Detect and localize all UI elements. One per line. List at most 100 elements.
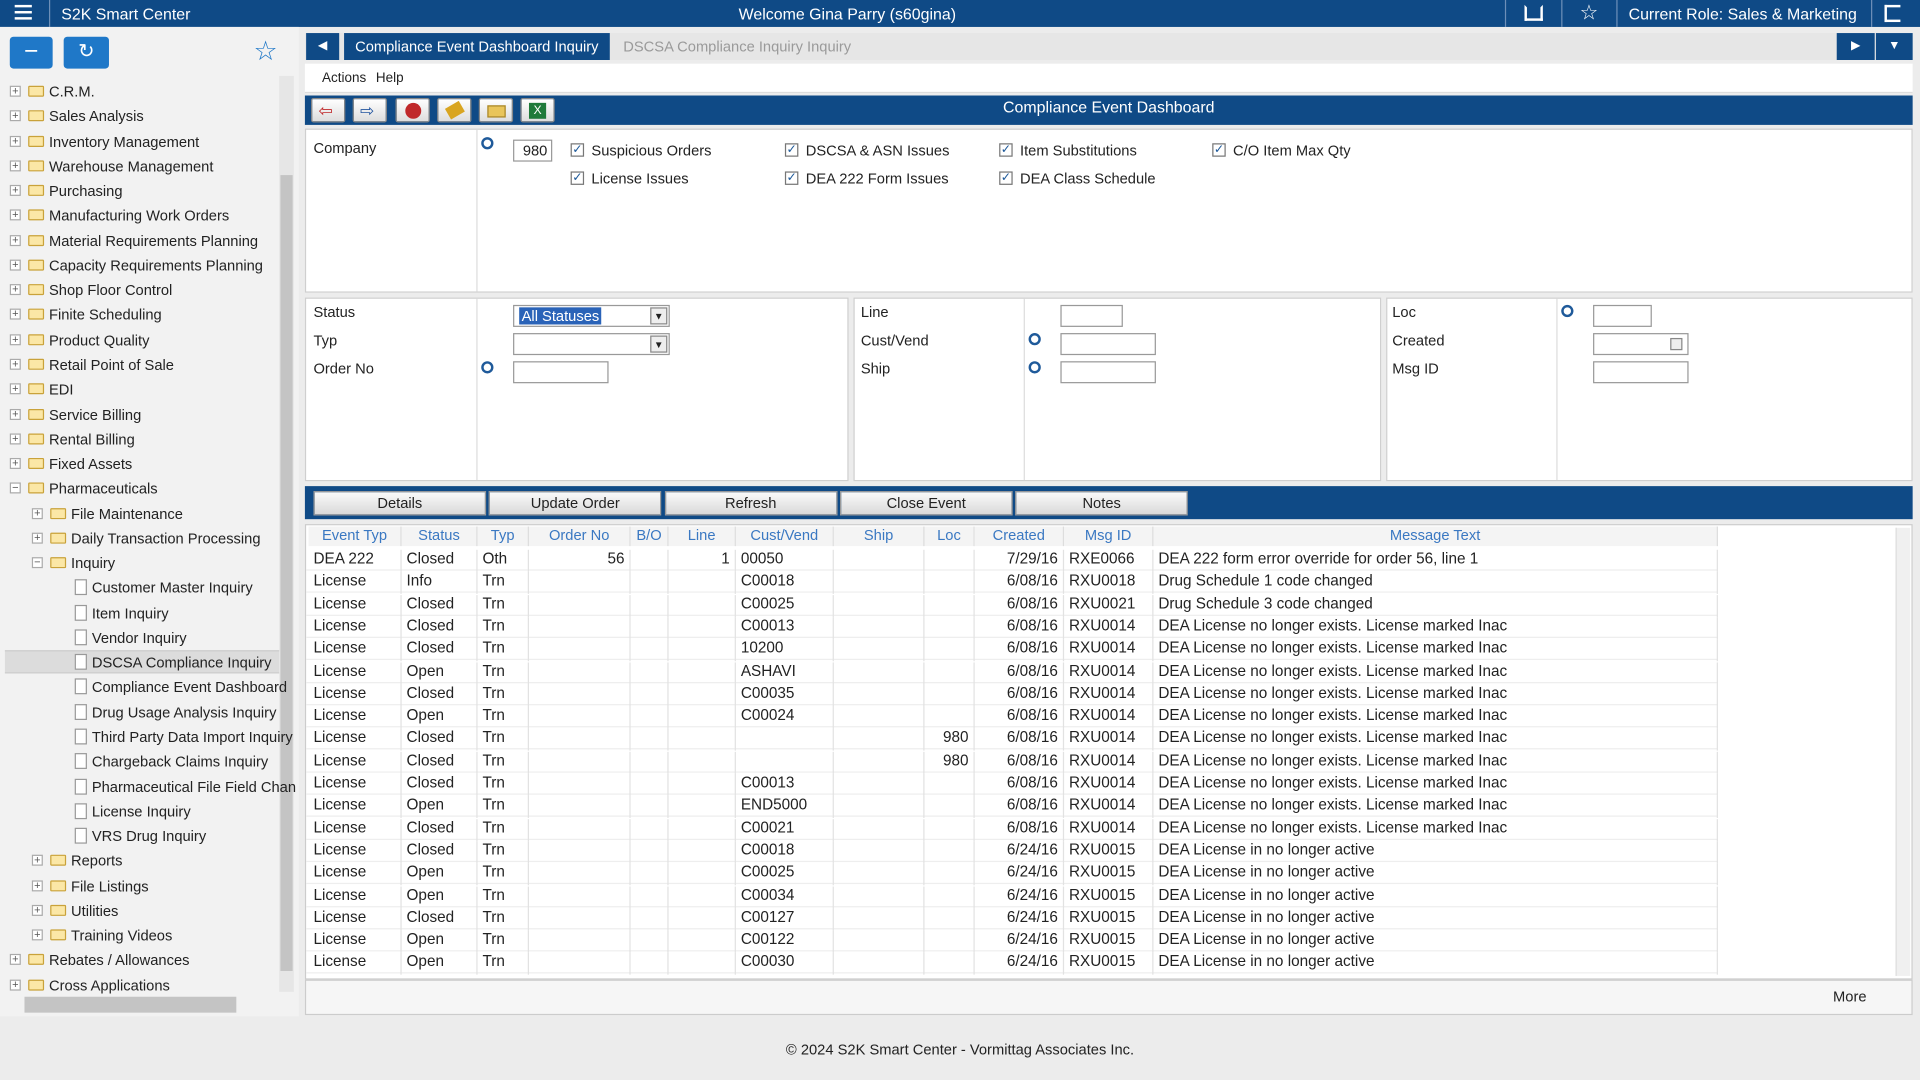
filter-input[interactable]: ▼: [513, 333, 670, 356]
tree-item[interactable]: Shop Floor Control: [48, 281, 173, 299]
tree-item[interactable]: Service Billing: [48, 405, 142, 424]
tree-item[interactable]: VRS Drug Inquiry: [91, 827, 207, 846]
tab-left[interactable]: ◀: [306, 33, 340, 60]
search-icon[interactable]: [1028, 361, 1041, 374]
refresh-button[interactable]: ↻: [63, 36, 109, 69]
checkbox-label[interactable]: DEA Class Schedule: [1020, 170, 1156, 188]
tree-item[interactable]: Customer Master Inquiry: [91, 579, 253, 597]
tree-item[interactable]: Daily Transaction Processing: [71, 530, 261, 548]
menu-item[interactable]: Help: [375, 71, 404, 86]
checkbox-label[interactable]: C/O Item Max Qty: [1233, 142, 1351, 160]
favorites-button[interactable]: ☆: [253, 35, 278, 67]
back-tool[interactable]: ⇦: [311, 97, 346, 123]
cancel-tool[interactable]: [395, 97, 430, 123]
menu-item[interactable]: Actions: [322, 71, 367, 86]
expander[interactable]: +: [9, 457, 21, 470]
expander[interactable]: +: [9, 135, 21, 147]
filter-input[interactable]: All Statuses ▼: [513, 304, 670, 327]
expander[interactable]: +: [9, 259, 21, 271]
tree-item[interactable]: File Maintenance: [71, 505, 183, 523]
search-icon[interactable]: [1028, 333, 1041, 346]
column-header[interactable]: Line: [668, 526, 736, 547]
expander[interactable]: +: [9, 954, 21, 966]
tree-item[interactable]: Cross Applications: [48, 976, 170, 994]
expander[interactable]: +: [9, 333, 21, 345]
column-header[interactable]: Created: [974, 526, 1065, 547]
expander[interactable]: +: [9, 284, 21, 296]
tree-item[interactable]: C.R.M.: [48, 83, 95, 101]
dropdown-arrow[interactable]: ▼: [650, 335, 668, 353]
tree-item[interactable]: Product Quality: [48, 331, 150, 349]
folder-tool[interactable]: [478, 97, 514, 123]
expander[interactable]: +: [9, 110, 21, 122]
tree-item[interactable]: Reports: [71, 852, 123, 870]
search-icon[interactable]: [481, 137, 494, 150]
tree-item[interactable]: Third Party Data Import Inquiry: [91, 728, 293, 746]
filter-input[interactable]: [1593, 361, 1689, 384]
tab-right[interactable]: ▶: [1836, 33, 1875, 60]
checkbox[interactable]: ✓: [999, 143, 1013, 157]
tree-item[interactable]: Rental Billing: [48, 430, 135, 448]
checkbox-label[interactable]: Item Substitutions: [1020, 142, 1137, 160]
checkbox-label[interactable]: License Issues: [591, 170, 689, 188]
tree-item[interactable]: EDI: [48, 381, 74, 399]
company-input[interactable]: 980: [513, 139, 553, 162]
expander[interactable]: +: [9, 383, 21, 395]
filter-input[interactable]: [1060, 304, 1123, 327]
tree-item[interactable]: Retail Point of Sale: [48, 356, 174, 374]
filter-input[interactable]: [1060, 361, 1156, 384]
expander[interactable]: +: [9, 184, 21, 197]
tree-item[interactable]: Chargeback Claims Inquiry: [91, 753, 269, 771]
tree-item[interactable]: Vendor Inquiry: [91, 629, 187, 647]
expander[interactable]: −: [31, 557, 43, 569]
calendar-icon[interactable]: [1670, 337, 1683, 351]
tree-item[interactable]: File Listings: [71, 877, 149, 895]
tab-menu[interactable]: ▼: [1875, 33, 1913, 60]
checkbox[interactable]: ✓: [1212, 143, 1226, 157]
tree-item[interactable]: Finite Scheduling: [48, 306, 162, 324]
menu-icon[interactable]: [14, 4, 32, 8]
action-button[interactable]: Notes: [1015, 491, 1188, 516]
tab[interactable]: DSCSA Compliance Inquiry Inquiry: [623, 37, 852, 56]
action-button[interactable]: Update Order: [488, 491, 662, 516]
checkbox-label[interactable]: DSCSA & ASN Issues: [805, 142, 950, 160]
expander[interactable]: +: [9, 308, 21, 321]
expander[interactable]: +: [9, 358, 21, 370]
filter-input[interactable]: [513, 361, 609, 384]
filter-input[interactable]: [1593, 333, 1689, 356]
filter-input[interactable]: [1060, 333, 1156, 356]
forward-tool[interactable]: ⇨: [352, 97, 387, 123]
checkbox[interactable]: ✓: [784, 171, 799, 185]
column-header[interactable]: Cust/Vend: [735, 526, 834, 547]
excel-tool[interactable]: X: [520, 97, 555, 123]
tree-item[interactable]: Utilities: [71, 902, 119, 920]
checkbox[interactable]: ✓: [999, 171, 1013, 185]
role[interactable]: Current Role: Sales & Marketing: [1628, 4, 1857, 24]
checkbox-label[interactable]: Suspicious Orders: [591, 142, 712, 160]
tree-item[interactable]: Sales Analysis: [48, 108, 144, 126]
tree-item[interactable]: Capacity Requirements Planning: [48, 256, 263, 275]
tree-item[interactable]: Compliance Event Dashboard: [91, 678, 288, 697]
checkbox[interactable]: ✓: [570, 143, 585, 157]
tree-item[interactable]: Pharmaceuticals: [48, 480, 158, 498]
column-header[interactable]: B/O: [630, 526, 669, 547]
expander[interactable]: +: [9, 979, 21, 991]
tab[interactable]: Compliance Event Dashboard Inquiry: [344, 33, 610, 60]
expander[interactable]: +: [9, 234, 21, 246]
expander[interactable]: +: [9, 85, 21, 97]
tree-item[interactable]: Inquiry: [71, 554, 116, 572]
search-icon[interactable]: [481, 361, 494, 374]
dropdown-arrow[interactable]: ▼: [650, 307, 668, 325]
expander[interactable]: +: [31, 855, 43, 867]
column-header[interactable]: Loc: [924, 526, 975, 547]
expander[interactable]: +: [9, 433, 21, 445]
tree-item[interactable]: Manufacturing Work Orders: [48, 207, 230, 225]
column-header[interactable]: Msg ID: [1064, 526, 1154, 547]
tree-item[interactable]: Inventory Management: [48, 132, 200, 151]
column-header[interactable]: Typ: [477, 526, 529, 547]
favorite-icon[interactable]: ☆: [1579, 1, 1599, 25]
tree-item[interactable]: Fixed Assets: [48, 455, 133, 473]
collapse-button[interactable]: −: [9, 36, 53, 69]
tree-item[interactable]: DSCSA Compliance Inquiry: [91, 654, 272, 672]
expander[interactable]: +: [9, 209, 21, 221]
